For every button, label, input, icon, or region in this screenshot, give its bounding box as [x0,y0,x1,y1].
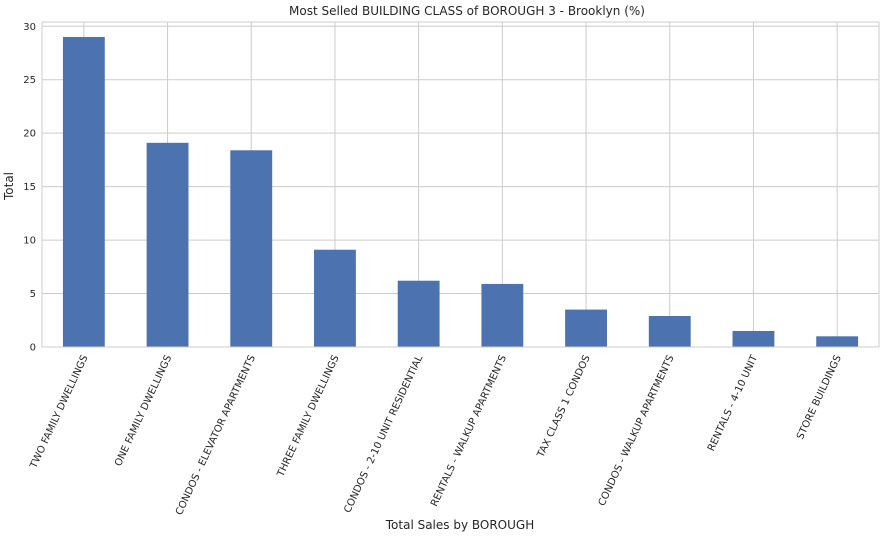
y-tick-label: 15 [23,182,36,193]
x-tick-label: CONDOS - ELEVATOR APARTMENTS [174,354,258,517]
plot-frame [41,21,880,348]
x-tick-label: RENTALS - WALKUP APARTMENTS [429,354,509,509]
x-tick-label: CONDOS - WALKUP APARTMENTS [597,354,677,508]
bar [62,36,105,348]
bar [146,142,189,347]
bar [648,315,691,347]
bar [732,330,775,347]
y-tick-label: 0 [30,343,36,354]
y-tick-labels: 0 5 10 15 20 25 30 [23,22,36,354]
bar [565,309,607,347]
y-tick-label: 20 [23,129,36,140]
x-axis-label: Total Sales by BOROUGH [385,518,534,532]
x-tick-label: RENTALS - 4-10 UNIT [706,353,761,453]
y-axis-label: Total [2,172,16,201]
y-tick-label: 10 [23,236,36,247]
bar [314,249,356,347]
y-tick-label: 25 [23,75,36,86]
x-tick-label: STORE BUILDINGS [795,354,844,442]
chart-title: Most Selled BUILDING CLASS of BOROUGH 3 … [289,4,645,18]
x-tick-label: TAX CLASS 1 CONDOS [535,354,593,461]
x-tick-label: CONDOS - 2-10 UNIT RESIDENTIAL [342,353,425,515]
x-tick-label: TWO FAMILY DWELLINGS [28,354,91,471]
x-tick-label: THREE FAMILY DWELLINGS [275,354,341,480]
bars [62,36,859,348]
bar [397,280,440,347]
bar [230,150,273,347]
x-tick-label: ONE FAMILY DWELLINGS [113,354,174,469]
bar [481,283,524,347]
y-tick-label: 5 [30,289,36,300]
x-tick-labels: TWO FAMILY DWELLINGS ONE FAMILY DWELLINGS… [28,353,844,517]
bar [816,336,859,347]
y-tick-label: 30 [23,22,36,33]
